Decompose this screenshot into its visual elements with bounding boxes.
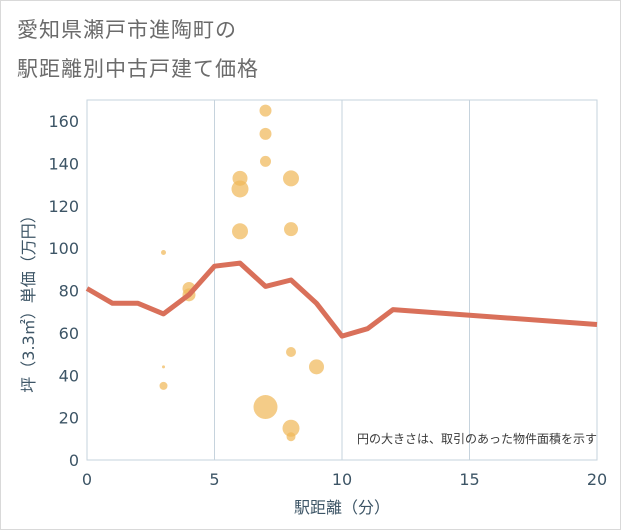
bubble-point — [232, 223, 248, 240]
bubble-point — [283, 170, 299, 187]
bubble-point — [259, 127, 272, 140]
bubble-point — [159, 381, 168, 390]
bubble-point — [161, 249, 166, 255]
bubble-point — [286, 432, 296, 442]
y-tick-label: 20 — [59, 409, 79, 428]
x-tick-label: 5 — [209, 470, 219, 489]
x-tick-label: 20 — [587, 470, 607, 489]
bubble-point — [309, 359, 324, 375]
x-tick-label: 10 — [332, 470, 352, 489]
bubble-point — [253, 395, 278, 420]
bubble-point — [231, 180, 249, 198]
bubble-point — [259, 104, 272, 117]
y-tick-label: 80 — [59, 282, 79, 301]
x-tick-label: 15 — [459, 470, 479, 489]
y-tick-label: 60 — [59, 324, 79, 343]
x-axis-label: 駅距離（分） — [294, 498, 390, 517]
bubble-point — [286, 347, 296, 357]
bubble-point — [284, 222, 298, 237]
y-tick-label: 0 — [69, 451, 79, 470]
average-price-line — [85, 260, 598, 339]
bubble-point — [282, 419, 300, 437]
bubble-point — [260, 155, 271, 167]
chart-title-line1: 愛知県瀬戸市進陶町の — [17, 18, 237, 42]
chart-title-line2: 駅距離別中古戸建て価格 — [17, 57, 259, 81]
bubble-point — [162, 365, 165, 369]
y-tick-label: 40 — [59, 366, 79, 385]
y-axis-label: 坪（3.3㎡）単価（万円） — [19, 207, 38, 392]
y-tick-label: 160 — [48, 112, 79, 131]
y-tick-label: 120 — [48, 197, 79, 216]
x-tick-label: 0 — [82, 470, 92, 489]
size-note: 円の大きさは、取引のあった物件面積を示す — [357, 431, 597, 446]
y-tick-label: 140 — [48, 155, 79, 174]
y-tick-label: 100 — [48, 239, 79, 258]
